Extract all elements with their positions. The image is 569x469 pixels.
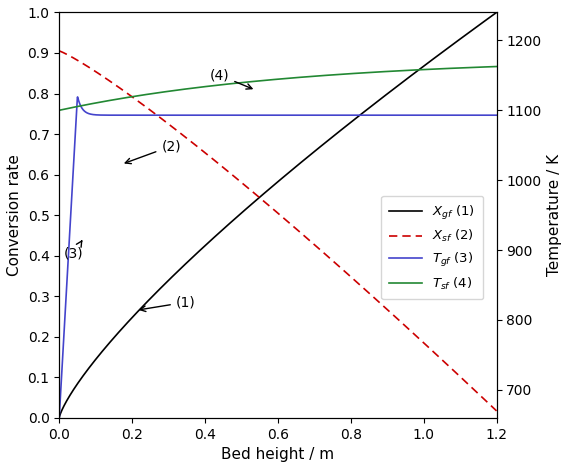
Y-axis label: Temperature / K: Temperature / K — [547, 154, 562, 276]
Text: (2): (2) — [125, 139, 181, 164]
Legend: $X_{gf}$ (1), $X_{sf}$ (2), $T_{gf}$ (3), $T_{sf}$ (4): $X_{gf}$ (1), $X_{sf}$ (2), $T_{gf}$ (3)… — [381, 196, 484, 299]
Text: (3): (3) — [64, 241, 84, 261]
Text: (4): (4) — [210, 68, 252, 89]
Text: (1): (1) — [140, 295, 196, 311]
X-axis label: Bed height / m: Bed height / m — [221, 447, 335, 462]
Y-axis label: Conversion rate: Conversion rate — [7, 154, 22, 276]
